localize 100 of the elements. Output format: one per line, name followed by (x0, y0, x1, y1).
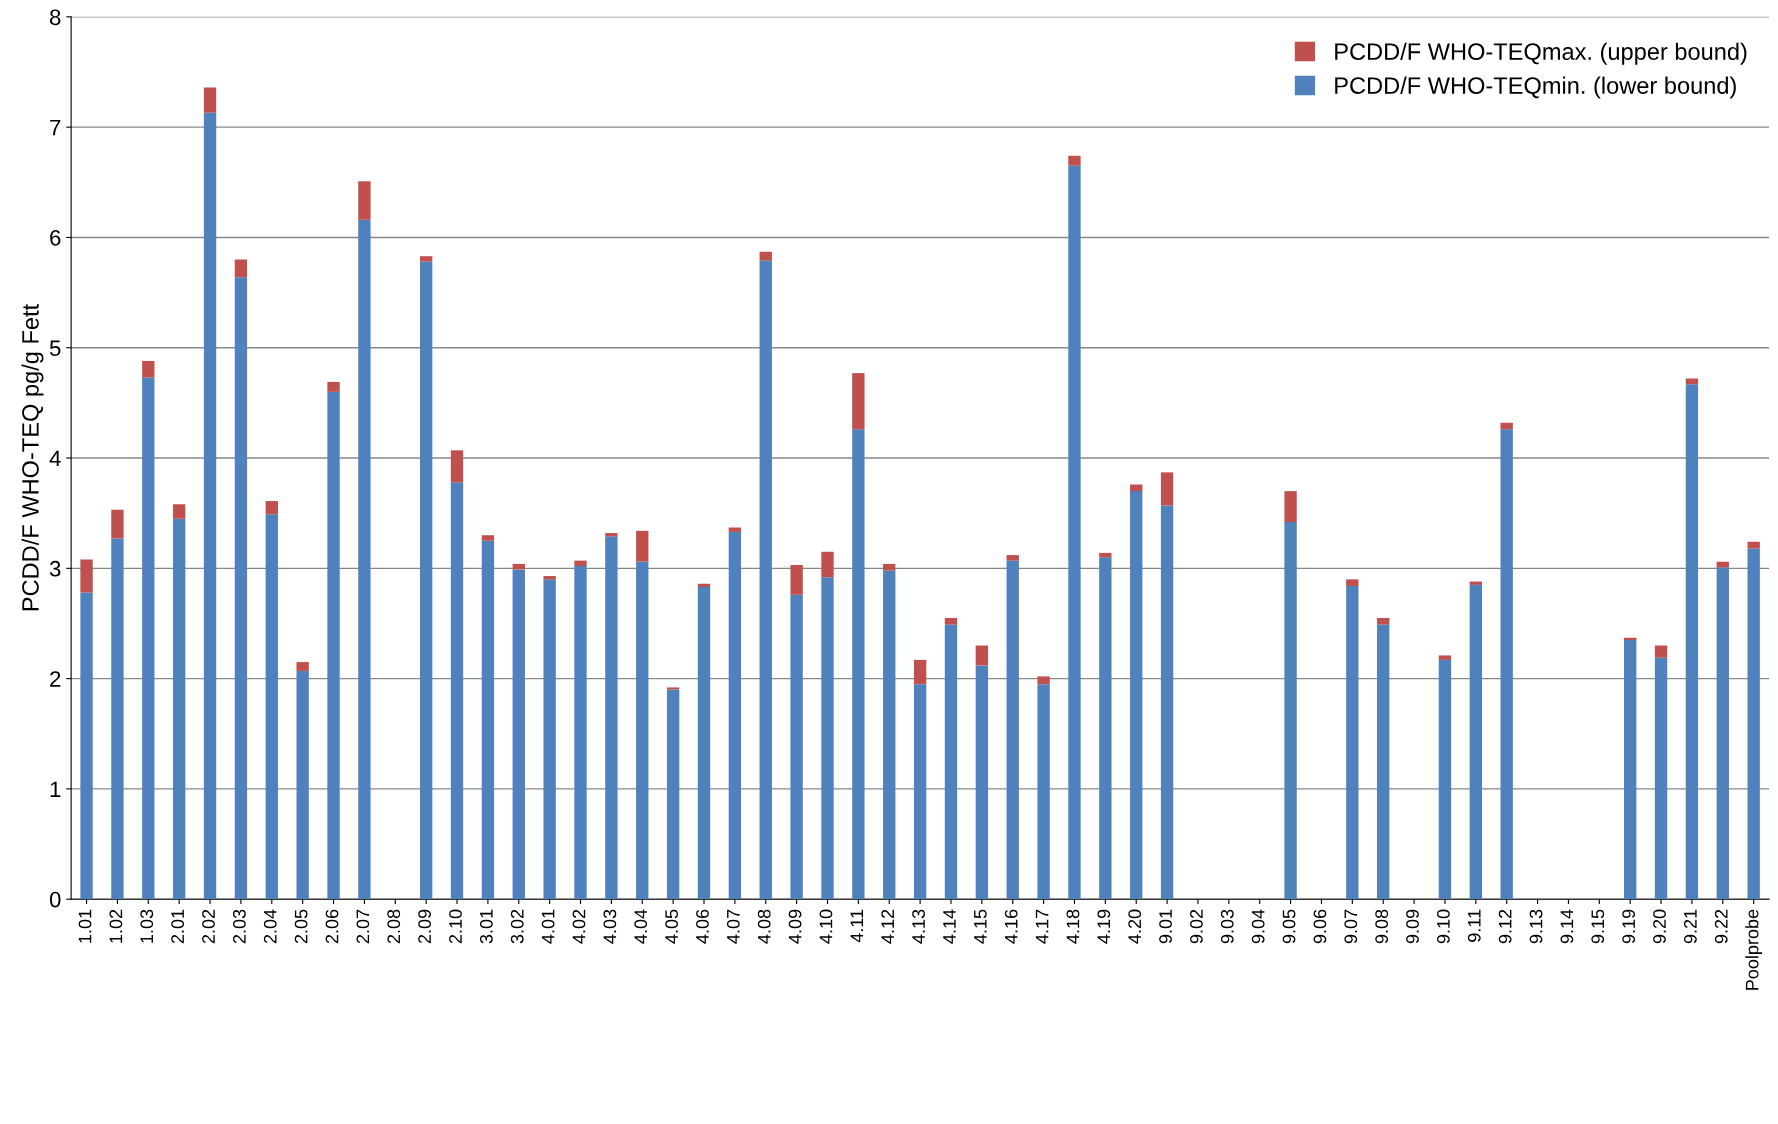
x-tick-label: 9.13 (1529, 909, 1543, 944)
x-tick-label: 2.03 (232, 909, 246, 944)
x-tick-label: 9.14 (1560, 909, 1574, 944)
x-tick-label: Poolprobe (1745, 909, 1763, 990)
x-tick-label: 4.19 (1097, 909, 1111, 944)
bar (234, 277, 248, 900)
x-tick-label: 9.08 (1375, 909, 1389, 944)
bar (327, 391, 340, 900)
x-tick-label: 1.03 (140, 909, 154, 943)
x-tick-label: 9.12 (1498, 909, 1512, 944)
x-tick-label: 9.04 (1251, 909, 1265, 944)
bar (1346, 585, 1359, 900)
y-tick-label: 3 (49, 560, 61, 577)
x-tick-label: 2.09 (418, 909, 431, 944)
bar (543, 576, 556, 580)
bar (1130, 491, 1143, 900)
bar (1377, 624, 1390, 900)
bar (728, 531, 742, 900)
bar (1160, 472, 1174, 506)
bar (265, 514, 278, 900)
x-tick-label: 9.05 (1282, 909, 1296, 944)
x-tick-label: 9.11 (1467, 909, 1481, 942)
bar (173, 504, 186, 519)
x-tick-label: 9.01 (1159, 909, 1172, 944)
bar (1654, 645, 1668, 658)
x-tick-label: 2.05 (294, 909, 308, 944)
bar (636, 561, 649, 900)
bar (1500, 429, 1513, 900)
bar (821, 551, 834, 578)
bar (419, 256, 433, 262)
x-tick-label: 9.09 (1406, 909, 1419, 944)
bar (1747, 548, 1760, 900)
x-tick-label: 4.16 (1004, 909, 1018, 944)
bar (203, 87, 217, 113)
bar (80, 592, 93, 900)
bar (1068, 165, 1081, 900)
bar (450, 450, 464, 483)
y-tick-label: 0 (49, 891, 61, 908)
bar (111, 509, 124, 539)
bar (605, 536, 618, 900)
x-tick-label: 4.13 (912, 909, 925, 944)
bar (759, 260, 772, 900)
bar (852, 373, 865, 430)
bar (296, 662, 309, 671)
x-tick-label: 9.15 (1591, 909, 1605, 944)
x-tick-label: 2.08 (387, 909, 401, 944)
x-tick-label: 4.06 (696, 909, 709, 944)
x-tick-label: 4.20 (1128, 909, 1142, 944)
x-tick-label: 4.09 (788, 909, 802, 944)
x-tick-label: 4.17 (1035, 909, 1049, 944)
x-tick-label: 9.20 (1653, 909, 1666, 944)
x-tick-label: 4.02 (572, 909, 586, 944)
y-tick-label: 1 (50, 781, 61, 797)
x-tick-label: 4.05 (665, 909, 678, 944)
y-tick-label: 4 (49, 450, 61, 467)
bar (358, 219, 371, 900)
bar (1284, 491, 1297, 522)
bar (1006, 555, 1019, 561)
bar (913, 659, 927, 685)
bar (759, 251, 772, 261)
x-tick-label: 4.12 (881, 909, 894, 944)
bar (1747, 541, 1760, 549)
x-tick-label: 4.01 (541, 909, 555, 944)
bar (1469, 584, 1482, 900)
bar (80, 559, 93, 593)
x-tick-label: 4.11 (850, 909, 864, 943)
bar (203, 112, 217, 900)
bar (1624, 640, 1637, 900)
bar (1685, 384, 1699, 900)
x-tick-label: 2.07 (356, 909, 370, 944)
bar (666, 689, 680, 900)
bar (1068, 155, 1081, 166)
bar (173, 518, 186, 900)
bar (883, 563, 896, 571)
bar (1037, 684, 1050, 900)
bar (265, 501, 278, 515)
bar (481, 535, 495, 541)
bar (142, 377, 155, 900)
x-tick-label: 9.02 (1190, 909, 1203, 944)
x-tick-label: 2.04 (263, 909, 277, 944)
bar (666, 687, 680, 690)
bar (481, 540, 495, 900)
x-tick-label: 9.07 (1344, 909, 1358, 944)
bar (852, 429, 865, 900)
x-tick-label: 9.19 (1622, 909, 1636, 944)
y-tick-label: 5 (49, 340, 61, 357)
bar (1716, 567, 1729, 900)
bar (605, 533, 618, 537)
bar (944, 617, 958, 625)
bar (234, 259, 248, 278)
bar (883, 570, 896, 900)
bar (1160, 505, 1174, 900)
bar (1284, 522, 1297, 900)
x-tick-label: 9.10 (1437, 909, 1450, 944)
bar (1438, 659, 1452, 900)
x-tick-label: 4.07 (726, 909, 740, 944)
bar (821, 577, 834, 900)
x-tick-label: 2.01 (171, 909, 185, 944)
x-tick-label: 4.08 (757, 909, 771, 944)
bar (574, 560, 587, 567)
